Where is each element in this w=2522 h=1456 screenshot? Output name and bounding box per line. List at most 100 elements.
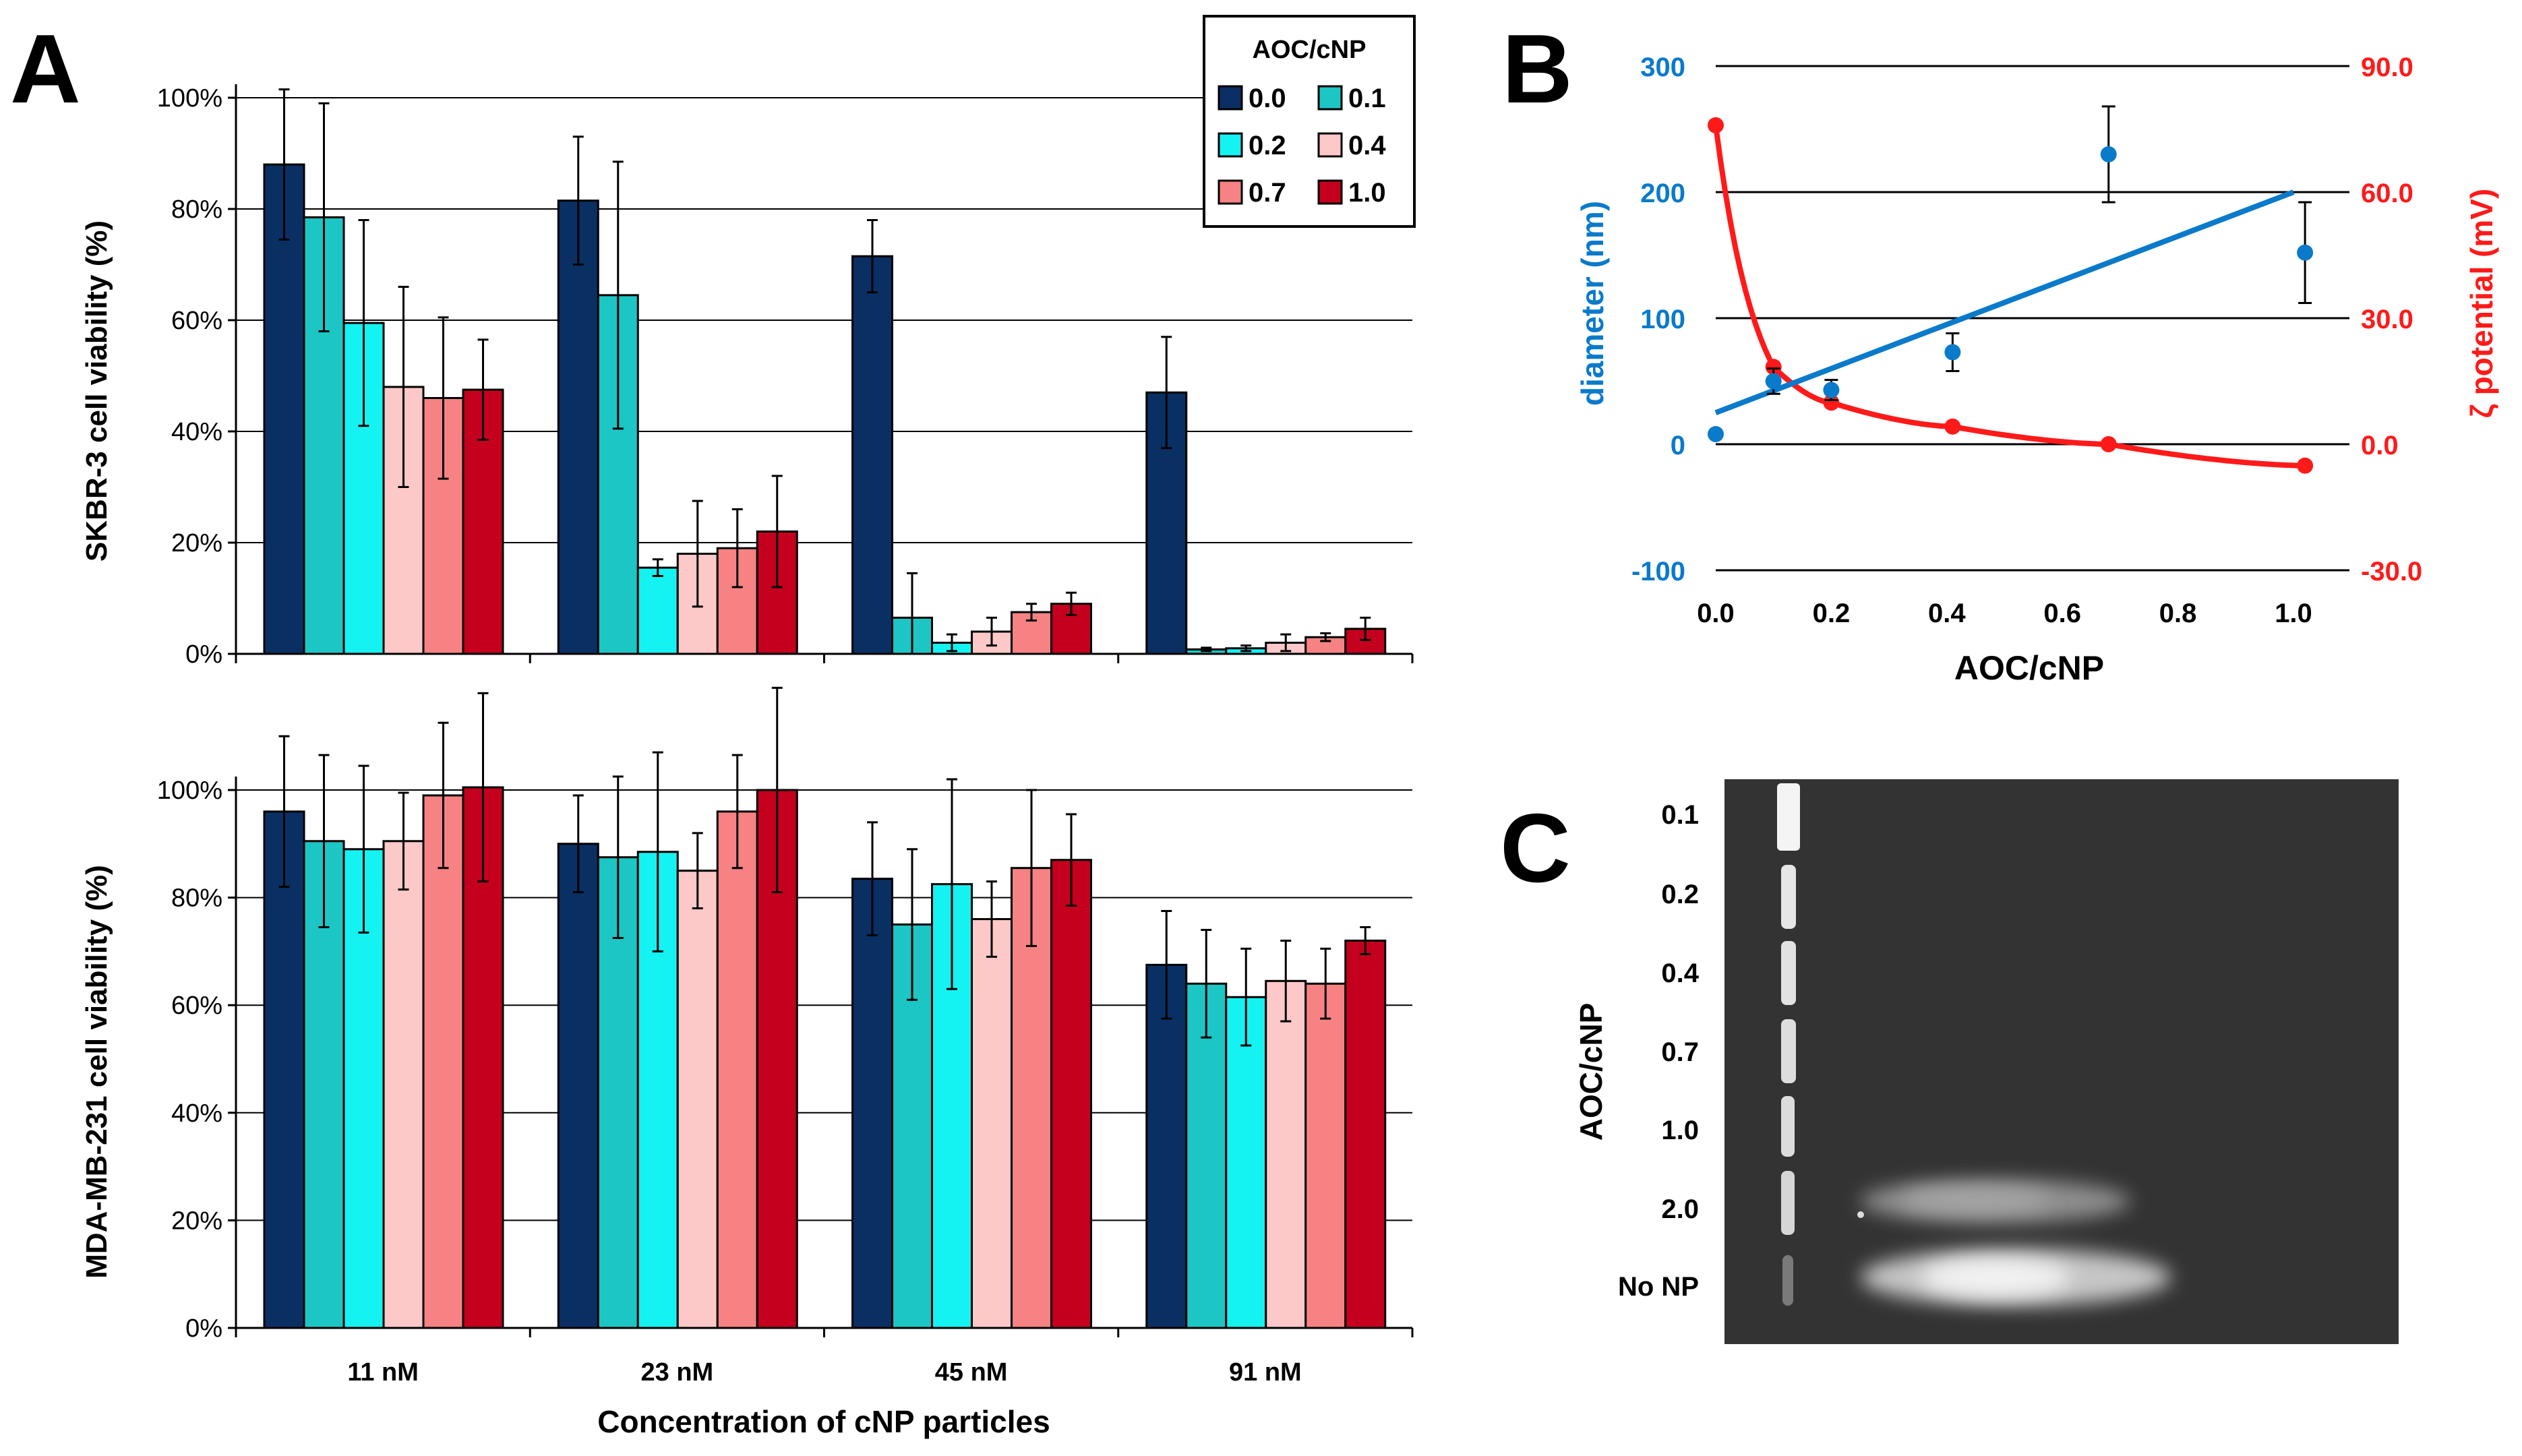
b-x-tick-label: 0.8 xyxy=(2159,599,2197,628)
y-tick-label: 20% xyxy=(171,1207,222,1235)
legend-label: 0.0 xyxy=(1249,84,1286,113)
chart-a-bottom: 0% 20% 40% 60% 80% 100% 11 nM 23 nM 45 nM 91 nM M… xyxy=(80,686,1414,1439)
b-left-tick-label: 0 xyxy=(1671,431,1685,460)
legend-label: 1.0 xyxy=(1348,178,1386,208)
b-axes: -100 0 100 200 300 -30.0 0.0 30.0 60.0 90.0 0.0 0.2… xyxy=(1631,53,2422,628)
a-bot-bars xyxy=(263,686,1387,1329)
bar-0-4 xyxy=(971,918,1013,1329)
b-x-tick-label: 0.0 xyxy=(1697,599,1735,628)
b-x-axis-title: AOC/cNP xyxy=(1954,649,2104,687)
y-tick-label: 80% xyxy=(171,884,222,913)
bar-0-7 xyxy=(422,794,464,1329)
gel-band-2-0-core xyxy=(1901,1188,2049,1212)
b-right-axis-title: ζ potential (mV) xyxy=(2464,189,2499,419)
diameter-point xyxy=(2297,244,2314,261)
zeta-point xyxy=(1823,394,1840,411)
panel-a: A 0% 20% 40% 60% 80% 100% SKBR-3 cell viabili… xyxy=(10,14,1416,1439)
x-tick-label: 45 nM xyxy=(935,1358,1008,1387)
b-right-tick-label: 0.0 xyxy=(2361,431,2399,460)
bar-1-0 xyxy=(1050,859,1092,1329)
y-tick-label: 100% xyxy=(157,777,222,805)
a-top-bars xyxy=(263,88,1387,655)
legend-swatch-0-4 xyxy=(1317,132,1343,158)
bar-0-4 xyxy=(1265,979,1307,1329)
b-x-tick-label: 0.6 xyxy=(2043,599,2081,628)
gel-well-1 xyxy=(1777,783,1800,851)
chart-a-top: 0% 20% 40% 60% 80% 100% SKBR-3 cell viability… xyxy=(80,84,1414,669)
b-x-tick-label: 0.4 xyxy=(1928,599,1966,628)
gel-lane-label: 2.0 xyxy=(1661,1194,1699,1224)
a-bottom-y-axis-title: MDA-MB-231 cell viability (%) xyxy=(80,865,113,1279)
legend: AOC/cNP 0.0 0.1 0.2 0.4 0.7 1.0 xyxy=(1203,15,1416,228)
gel-well-5 xyxy=(1781,1096,1795,1157)
legend-swatch-0-0 xyxy=(1218,85,1243,111)
b-left-tick-label: 100 xyxy=(1640,305,1685,334)
legend-label: 0.2 xyxy=(1249,131,1286,160)
gel-background xyxy=(1724,779,2399,1344)
y-tick-label: 0% xyxy=(185,640,222,669)
a-top-axis: 0% 20% 40% 60% 80% 100% xyxy=(157,84,1414,669)
diameter-point xyxy=(2100,146,2117,162)
a-bottom-x-axis-title: Concentration of cNP particles xyxy=(597,1404,1050,1439)
legend-title: AOC/cNP xyxy=(1253,36,1367,64)
panel-c: C AOC/cNP 0.1 0.2 0.4 0.7 1.0 2.0 No NP xyxy=(1500,779,2399,1344)
b-x-tick-label: 0.2 xyxy=(1813,599,1851,628)
gel-lane-label: 0.7 xyxy=(1661,1037,1699,1067)
a-bot-axis: 0% 20% 40% 60% 80% 100% 11 nM 23 nM 45 nM 91 nM xyxy=(157,777,1414,1387)
b-left-tick-label: 200 xyxy=(1640,179,1685,208)
b-right-tick-label: 30.0 xyxy=(2361,305,2413,334)
panel-label-a: A xyxy=(10,14,81,123)
zeta-point xyxy=(1708,117,1724,133)
legend-swatch-0-7 xyxy=(1218,179,1243,205)
x-tick-label: 91 nM xyxy=(1229,1358,1302,1387)
b-grid xyxy=(1716,65,2349,572)
gel-lane-label: 1.0 xyxy=(1661,1116,1699,1145)
b-right-tick-label: 90.0 xyxy=(2361,53,2413,82)
gel-image xyxy=(1724,779,2399,1344)
legend-swatch-0-2 xyxy=(1218,132,1243,158)
bar-0-1 xyxy=(1185,982,1228,1329)
bar-0-2 xyxy=(1225,996,1267,1329)
zeta-curve xyxy=(1713,125,2306,468)
y-tick-label: 40% xyxy=(171,418,222,446)
b-left-tick-label: 300 xyxy=(1640,53,1685,82)
gel-well-7 xyxy=(1782,1255,1793,1306)
zeta-point xyxy=(1944,418,1961,435)
diameter-point xyxy=(1823,382,1840,398)
panel-label-c: C xyxy=(1500,793,1571,903)
bar-0-7 xyxy=(1304,982,1347,1329)
y-tick-label: 0% xyxy=(185,1314,222,1343)
y-tick-label: 100% xyxy=(157,84,222,113)
bar-0-0 xyxy=(263,810,305,1329)
b-left-tick-label: -100 xyxy=(1631,557,1685,586)
legend-label: 0.1 xyxy=(1348,84,1386,113)
a-top-y-axis-title: SKBR-3 cell viability (%) xyxy=(80,220,113,562)
x-tick-label: 23 nM xyxy=(641,1358,714,1387)
bar-0-0 xyxy=(851,255,893,655)
diameter-fit-line xyxy=(1714,189,2295,415)
gel-lane-labels: 0.1 0.2 0.4 0.7 1.0 2.0 No NP xyxy=(1618,800,1700,1302)
panel-b: B -100 0 100 200 300 -30.0 0.0 30.0 60.0 90.0 0.0 0… xyxy=(1502,14,2499,687)
bar-1-0 xyxy=(1344,939,1387,1329)
gel-well-4 xyxy=(1781,1019,1796,1083)
gel-band-no-np-core xyxy=(1921,1258,2070,1296)
b-x-tick-label: 1.0 xyxy=(2275,599,2312,628)
legend-swatch-0-1 xyxy=(1317,85,1343,111)
gel-lane-label: 0.1 xyxy=(1661,800,1699,830)
bar-0-0 xyxy=(851,878,893,1329)
x-tick-label: 11 nM xyxy=(347,1358,419,1387)
y-tick-label: 40% xyxy=(171,1099,222,1128)
legend-label: 0.4 xyxy=(1348,131,1386,160)
gel-lane-label: No NP xyxy=(1618,1272,1699,1302)
b-left-axis-title: diameter (nm) xyxy=(1575,201,1610,406)
zeta-point xyxy=(2297,457,2314,474)
y-tick-label: 80% xyxy=(171,195,222,224)
legend-swatch-1-0 xyxy=(1317,179,1343,205)
y-tick-label: 60% xyxy=(171,992,222,1020)
bar-0-0 xyxy=(557,200,599,655)
gel-well-6 xyxy=(1781,1171,1795,1235)
b-right-tick-label: -30.0 xyxy=(2361,557,2422,586)
gel-well-2 xyxy=(1781,865,1796,929)
diameter-point xyxy=(1708,426,1724,443)
